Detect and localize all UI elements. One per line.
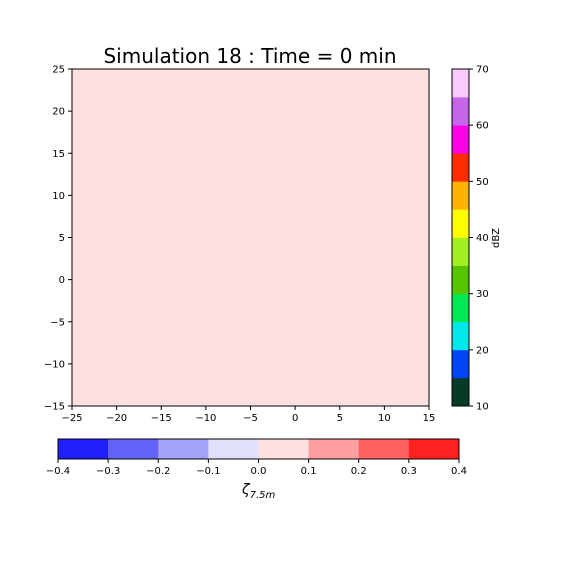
vorticity-colorbar-swatch — [208, 439, 259, 459]
vorticity-colorbar-swatch — [258, 439, 309, 459]
x-tick-label: 0 — [292, 413, 298, 424]
vorticity-colorbar-swatch — [108, 439, 159, 459]
dbz-tick-label: 70 — [476, 65, 489, 76]
vorticity-colorbar-swatch — [58, 439, 109, 459]
dbz-colorbar-swatch — [452, 293, 469, 323]
dbz-tick-label: 30 — [476, 289, 489, 300]
dbz-colorbar-swatch — [452, 237, 469, 266]
x-tick-label: −15 — [151, 413, 172, 424]
y-tick-label: −10 — [44, 359, 65, 370]
vorticity-colorbar-swatch — [408, 439, 460, 459]
vorticity-tick-label: −0.2 — [146, 466, 170, 477]
y-tick-label: 5 — [59, 233, 65, 244]
dbz-tick-label: 40 — [476, 233, 489, 244]
dbz-colorbar-swatch — [452, 321, 469, 351]
x-tick-label: −25 — [61, 413, 82, 424]
dbz-colorbar-swatch — [452, 181, 469, 210]
y-axis: −15 −10 −5 0 5 10 15 20 25 — [44, 65, 72, 413]
x-tick-label: 15 — [423, 413, 436, 424]
dbz-colorbar-swatch — [452, 97, 469, 126]
vorticity-tick-label: 0.0 — [251, 466, 267, 477]
x-axis: −25 −20 −15 −10 −5 0 5 10 15 — [61, 406, 435, 424]
x-tick-label: 5 — [337, 413, 343, 424]
dbz-tick-label: 20 — [476, 345, 489, 356]
vorticity-tick-label: 0.4 — [451, 466, 467, 477]
dbz-tick-label: 10 — [476, 402, 489, 413]
dbz-colorbar-ticks: 10 20 30 40 50 60 70 — [469, 65, 489, 413]
x-tick-label: −5 — [243, 413, 258, 424]
y-tick-label: 10 — [52, 191, 65, 202]
y-tick-label: 20 — [52, 107, 65, 118]
dbz-colorbar-swatch — [452, 153, 469, 182]
vorticity-colorbar-swatch — [158, 439, 209, 459]
dbz-colorbar-swatch — [452, 125, 469, 154]
dbz-colorbar-swatch — [452, 377, 469, 407]
vorticity-colorbar-swatch — [358, 439, 410, 459]
dbz-colorbar-label: dBZ — [491, 228, 502, 248]
y-tick-label: 15 — [52, 149, 65, 160]
chart-title: Simulation 18 : Time = 0 min — [103, 44, 396, 68]
dbz-colorbar-swatch — [452, 69, 469, 98]
dbz-colorbar-swatch — [452, 209, 469, 238]
dbz-colorbar — [452, 69, 469, 407]
x-tick-label: 10 — [378, 413, 391, 424]
x-tick-label: −20 — [106, 413, 127, 424]
vorticity-colorbar-swatch — [308, 439, 360, 459]
dbz-tick-label: 50 — [476, 177, 489, 188]
x-tick-label: −10 — [195, 413, 216, 424]
y-tick-label: −5 — [50, 317, 65, 328]
vorticity-tick-label: 0.3 — [401, 466, 417, 477]
vorticity-colorbar — [58, 439, 460, 459]
vorticity-tick-label: −0.1 — [196, 466, 220, 477]
vorticity-colorbar-label: ζ7.5m — [241, 482, 276, 501]
y-tick-label: 25 — [52, 65, 65, 76]
dbz-colorbar-swatch — [452, 265, 469, 294]
dbz-colorbar-swatch — [452, 349, 469, 379]
vorticity-colorbar-ticks: −0.4 −0.3 −0.2 −0.1 0.0 0.1 0.2 0.3 0.4 — [46, 459, 467, 477]
dbz-tick-label: 60 — [476, 121, 489, 132]
vorticity-tick-label: −0.4 — [46, 466, 70, 477]
vorticity-tick-label: −0.3 — [96, 466, 120, 477]
y-tick-label: −15 — [44, 402, 65, 413]
y-tick-label: 0 — [59, 275, 65, 286]
plot-area-field — [72, 69, 429, 406]
vorticity-tick-label: 0.1 — [301, 466, 317, 477]
vorticity-tick-label: 0.2 — [351, 466, 367, 477]
